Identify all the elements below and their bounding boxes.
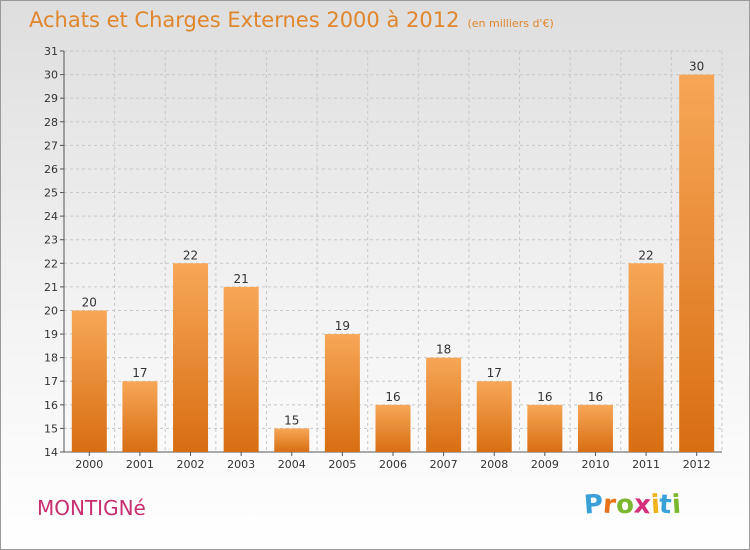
x-tick-label: 2007 (430, 458, 458, 471)
y-tick-label: 23 (44, 234, 58, 247)
y-tick-label: 29 (44, 92, 58, 105)
y-tick-label: 25 (44, 187, 58, 200)
data-label: 22 (638, 248, 653, 262)
bar (274, 428, 310, 452)
x-tick-label: 2006 (379, 458, 407, 471)
title-text: Achats et Charges Externes 2000 à 2012 (29, 8, 460, 32)
y-tick-label: 18 (44, 352, 58, 365)
bar (476, 381, 512, 452)
logo-letter: i (670, 489, 682, 521)
x-tick-label: 2001 (126, 458, 154, 471)
x-tick-label: 2010 (581, 458, 609, 471)
x-tick-label: 2009 (531, 458, 559, 471)
data-label: 19 (335, 319, 350, 333)
data-label: 21 (234, 272, 249, 286)
y-tick-label: 14 (44, 446, 58, 459)
y-tick-label: 16 (44, 399, 58, 412)
data-label: 15 (284, 413, 299, 427)
bar (527, 404, 563, 452)
y-tick-label: 15 (44, 422, 58, 435)
y-tick-label: 21 (44, 281, 58, 294)
x-tick-label: 2000 (75, 458, 103, 471)
bar (426, 357, 462, 452)
bar (223, 286, 259, 452)
x-tick-label: 2002 (177, 458, 205, 471)
bar (122, 381, 158, 452)
data-label: 16 (588, 390, 603, 404)
y-tick-label: 27 (44, 139, 58, 152)
bar (628, 263, 664, 452)
data-label: 30 (689, 60, 704, 74)
data-label: 18 (436, 343, 451, 357)
x-tick-label: 2008 (480, 458, 508, 471)
bar (679, 74, 715, 453)
y-tick-label: 17 (44, 375, 58, 388)
data-label: 16 (537, 390, 552, 404)
y-tick-label: 24 (44, 210, 58, 223)
x-tick-label: 2005 (328, 458, 356, 471)
bar (577, 404, 613, 452)
bars (71, 74, 715, 453)
y-tick-label: 30 (44, 69, 58, 82)
y-tick-label: 28 (44, 116, 58, 129)
y-tick-label: 22 (44, 257, 58, 270)
data-label: 20 (82, 295, 97, 309)
y-tick-label: 31 (44, 45, 58, 58)
x-tick-label: 2004 (278, 458, 306, 471)
commune-name: MONTIGNé (37, 496, 146, 520)
x-tick-label: 2012 (683, 458, 711, 471)
y-tick-label: 19 (44, 328, 58, 341)
bar (71, 310, 107, 452)
proxiti-logo: Proxiti (582, 489, 682, 521)
y-tick-label: 26 (44, 163, 58, 176)
x-tick-label: 2011 (632, 458, 660, 471)
data-label: 17 (132, 366, 147, 380)
labels: 14 15 16 17 18 19 20 21 22 23 24 25 26 27 28 29 30 31 2000… (44, 45, 711, 471)
logo-letter: P (582, 489, 605, 521)
bar (173, 263, 209, 452)
data-label: 17 (487, 366, 502, 380)
logo-letter: x (632, 489, 652, 521)
chart-subtitle: (en milliers d'€) (467, 17, 554, 30)
chart-title: Achats et Charges Externes 2000 à 2012 (e… (29, 8, 554, 32)
data-label: 16 (385, 390, 400, 404)
x-tick-label: 2003 (227, 458, 255, 471)
logo-letter: o (614, 489, 635, 521)
y-tick-label: 20 (44, 304, 58, 317)
bar (324, 334, 360, 452)
data-label: 22 (183, 248, 198, 262)
bar (375, 404, 411, 452)
